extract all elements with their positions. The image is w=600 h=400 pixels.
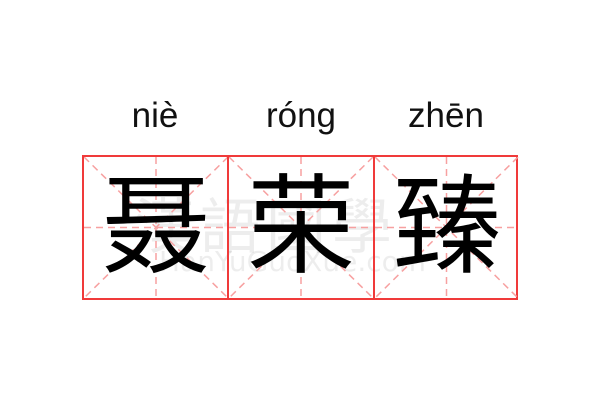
- cell-divider: [227, 157, 229, 298]
- watermark-en: HanYuGuoXue.com: [159, 245, 427, 278]
- hanzi-1: 聂: [101, 164, 210, 290]
- character-cell-2: 荣: [229, 157, 374, 298]
- pinyin-2: róng: [265, 96, 337, 135]
- character-cell-3: 臻: [375, 157, 520, 298]
- hanzi-3: 臻: [392, 164, 501, 290]
- cell-divider: [373, 157, 375, 298]
- guide-lines: [375, 157, 519, 298]
- hanzi-2: 荣: [246, 164, 355, 290]
- character-cell-1: 聂: [84, 157, 229, 298]
- guide-lines: [229, 157, 373, 298]
- guide-lines: [84, 157, 228, 298]
- pinyin-1: niè: [131, 96, 179, 135]
- pinyin-3: zhēn: [408, 96, 484, 135]
- character-grid: 漢語國學 HanYuGuoXue.com 聂 荣 臻: [82, 155, 520, 300]
